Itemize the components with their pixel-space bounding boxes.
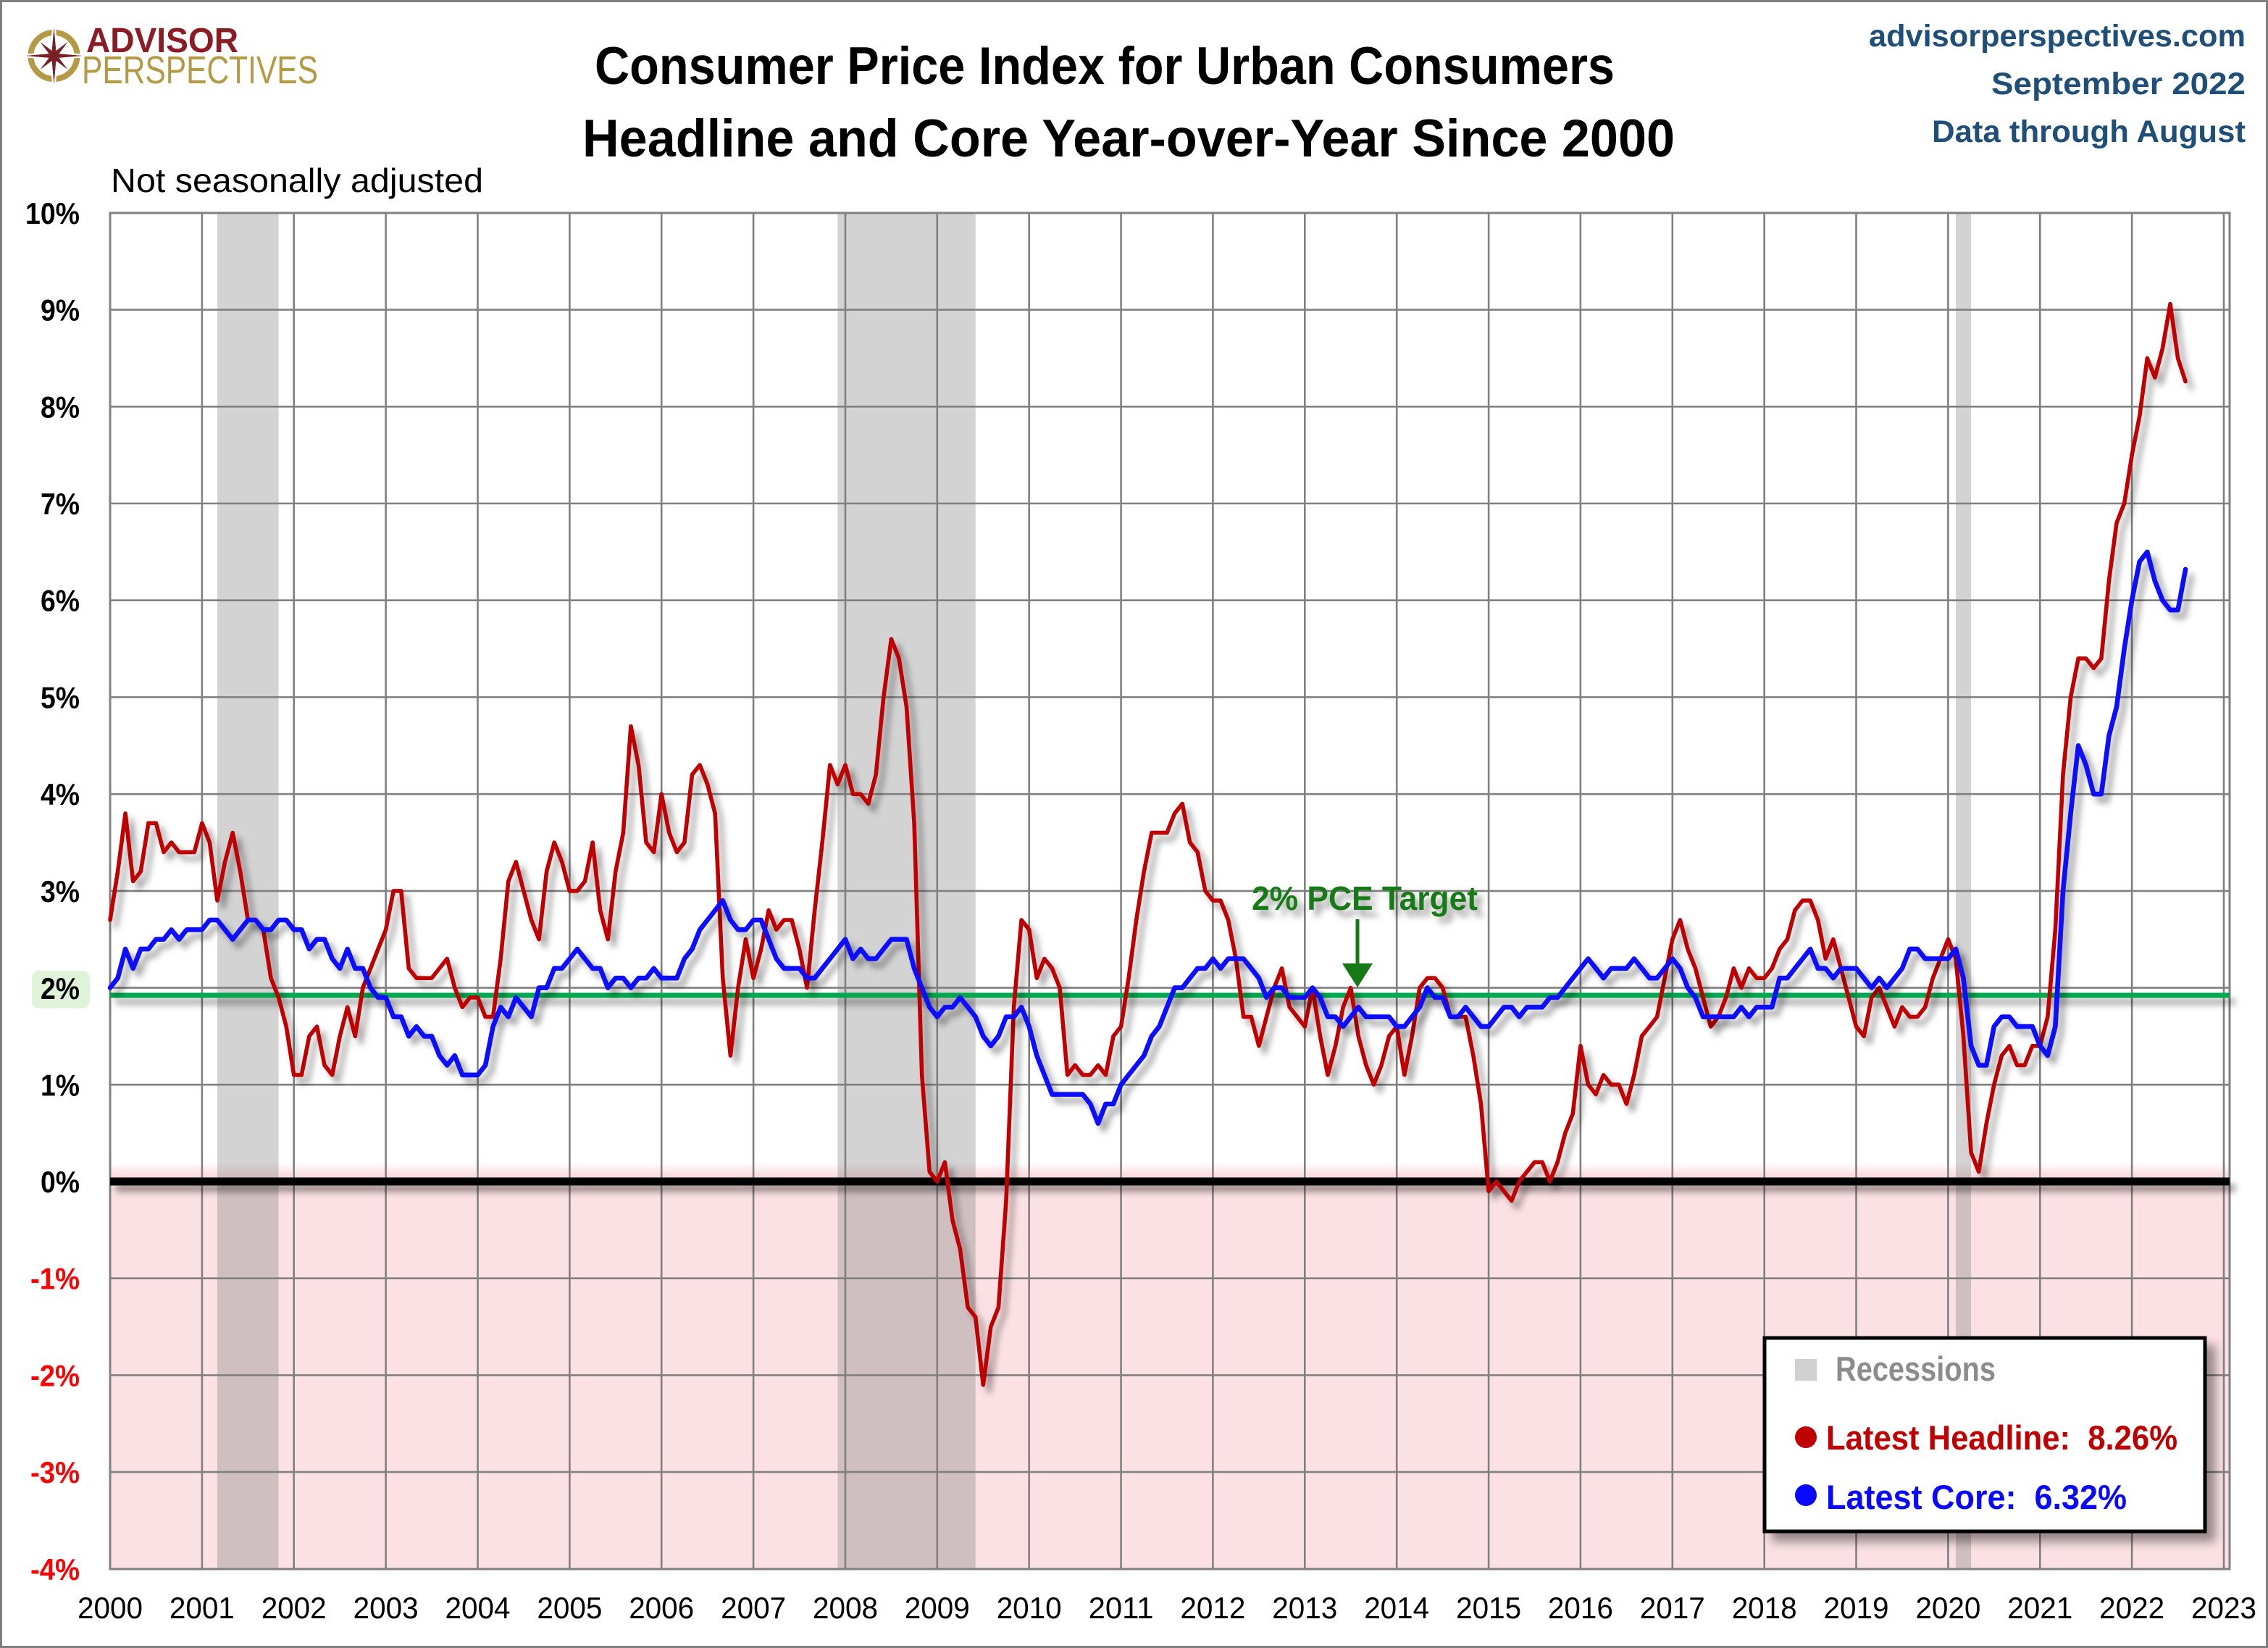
svg-text:2019: 2019 (1824, 1591, 1889, 1625)
svg-text:2003: 2003 (353, 1591, 419, 1625)
svg-text:2002: 2002 (261, 1591, 327, 1625)
svg-text:ADVISOR: ADVISOR (86, 22, 238, 60)
svg-text:2008: 2008 (813, 1591, 878, 1625)
svg-text:9%: 9% (41, 293, 80, 327)
svg-text:2017: 2017 (1640, 1591, 1705, 1625)
svg-text:5%: 5% (41, 680, 80, 714)
svg-text:Headline and Core Year-over-Ye: Headline and Core Year-over-Year Since 2… (582, 109, 1675, 168)
svg-text:PERSPECTIVES: PERSPECTIVES (82, 49, 318, 92)
svg-text:10%: 10% (25, 196, 80, 230)
svg-text:3%: 3% (41, 874, 80, 908)
svg-text:2016: 2016 (1548, 1591, 1613, 1625)
svg-text:2006: 2006 (629, 1591, 694, 1625)
svg-text:September 2022: September 2022 (1991, 67, 2246, 101)
svg-text:2014: 2014 (1364, 1591, 1429, 1625)
svg-text:2010: 2010 (997, 1591, 1062, 1625)
svg-text:2%: 2% (41, 971, 80, 1005)
svg-text:Data through August: Data through August (1932, 114, 2246, 149)
svg-text:Latest Core: 6.32%: Latest Core: 6.32% (1826, 1478, 2127, 1516)
svg-text:2000: 2000 (78, 1591, 143, 1625)
svg-text:Not seasonally adjusted: Not seasonally adjusted (111, 162, 483, 199)
svg-text:0%: 0% (41, 1165, 80, 1199)
svg-text:2018: 2018 (1732, 1591, 1797, 1625)
svg-text:4%: 4% (41, 777, 80, 811)
svg-text:2013: 2013 (1272, 1591, 1337, 1625)
svg-text:2021: 2021 (2007, 1591, 2072, 1625)
svg-text:2007: 2007 (721, 1591, 786, 1625)
svg-text:2015: 2015 (1456, 1591, 1521, 1625)
svg-text:advisorperspectives.com: advisorperspectives.com (1869, 19, 2246, 54)
svg-text:Latest Headline: 8.26%: Latest Headline: 8.26% (1826, 1418, 2177, 1457)
svg-text:1%: 1% (41, 1068, 80, 1102)
svg-text:2012: 2012 (1180, 1591, 1245, 1625)
svg-text:2023: 2023 (2191, 1591, 2256, 1625)
svg-text:2001: 2001 (170, 1591, 235, 1625)
svg-text:2022: 2022 (2099, 1591, 2164, 1625)
svg-text:Consumer Price Index for Urban: Consumer Price Index for Urban Consumers (595, 37, 1615, 96)
svg-text:2011: 2011 (1089, 1591, 1154, 1625)
svg-text:2005: 2005 (537, 1591, 602, 1625)
svg-text:7%: 7% (41, 487, 80, 521)
svg-text:2020: 2020 (1915, 1591, 1980, 1625)
svg-text:-4%: -4% (30, 1552, 80, 1586)
svg-text:-2%: -2% (30, 1358, 80, 1392)
svg-text:6%: 6% (41, 584, 80, 618)
svg-text:2% PCE Target: 2% PCE Target (1252, 879, 1478, 917)
svg-text:-1%: -1% (30, 1262, 80, 1296)
svg-text:8%: 8% (41, 390, 80, 424)
svg-text:Recessions: Recessions (1836, 1350, 1996, 1388)
svg-text:2004: 2004 (445, 1591, 511, 1625)
svg-text:-3%: -3% (30, 1455, 80, 1489)
svg-text:2009: 2009 (905, 1591, 970, 1625)
